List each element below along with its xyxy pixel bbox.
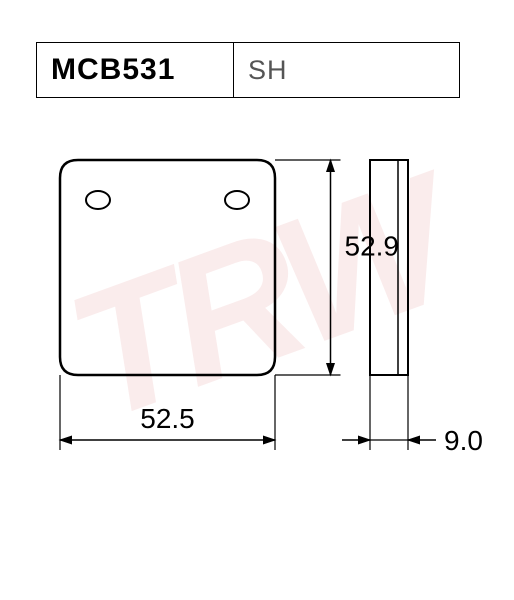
side-profile-outline bbox=[370, 160, 408, 375]
pad-hole-0 bbox=[86, 191, 110, 209]
dim-width: 52.5 bbox=[140, 403, 195, 434]
dim-height: 52.9 bbox=[345, 231, 400, 262]
technical-drawing: 52.5 52.9 9.0 bbox=[0, 0, 514, 600]
pad-hole-1 bbox=[225, 191, 249, 209]
dim-thickness: 9.0 bbox=[444, 425, 483, 456]
